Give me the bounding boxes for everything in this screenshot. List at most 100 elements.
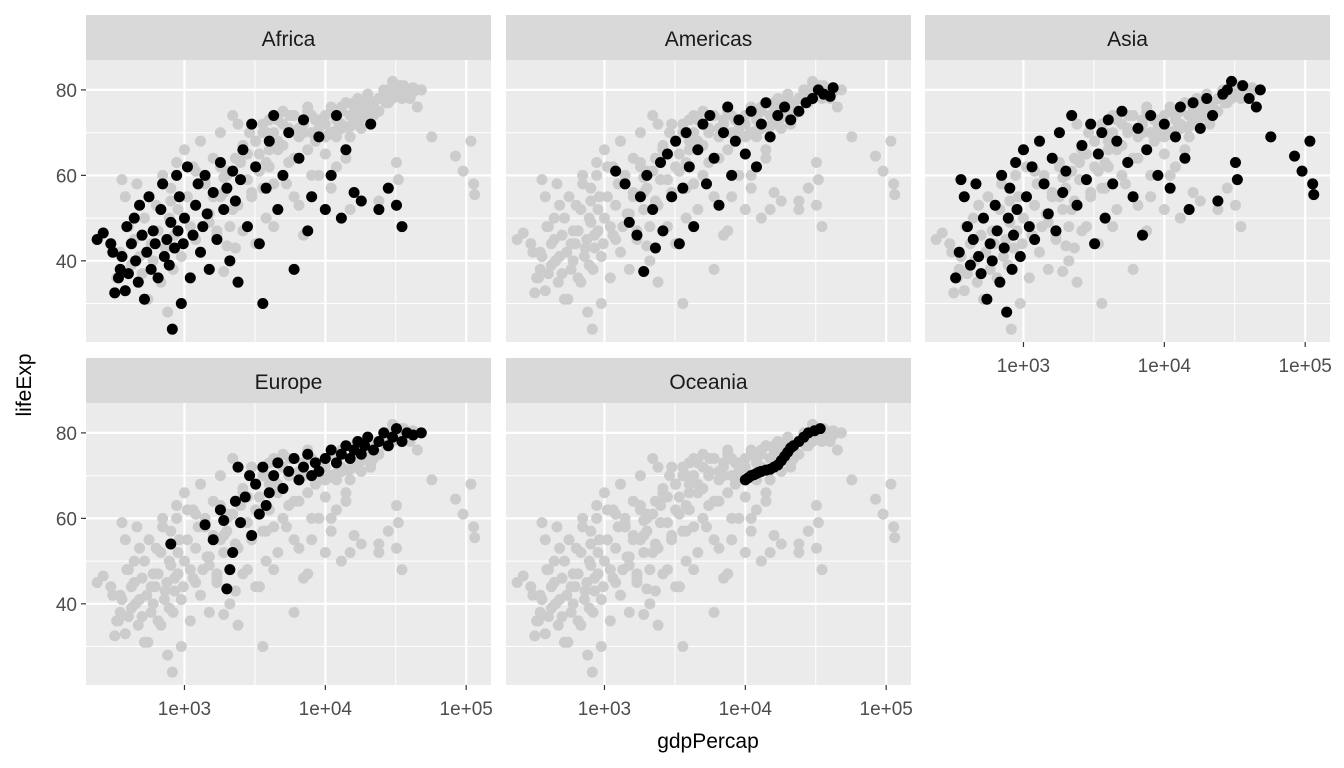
data-point-asia	[994, 276, 1006, 288]
background-point	[680, 500, 692, 512]
background-point	[272, 547, 284, 559]
background-point	[623, 559, 635, 571]
background-point	[1060, 240, 1072, 252]
background-point	[556, 611, 568, 623]
data-point-asia	[986, 255, 998, 267]
data-point-asia	[953, 246, 965, 258]
facet-africa: Africa 40 60 80	[56, 15, 491, 342]
strip-americas	[506, 15, 911, 60]
background-point	[344, 474, 356, 486]
background-point	[670, 478, 682, 490]
background-point	[302, 487, 314, 499]
data-point-africa	[97, 227, 109, 239]
data-point-africa	[163, 259, 175, 271]
background-point	[810, 199, 822, 211]
data-point-asia	[1085, 118, 1097, 130]
background-point	[344, 204, 356, 216]
background-point	[221, 240, 233, 252]
background-point	[1183, 131, 1195, 143]
data-point-europe	[330, 457, 342, 469]
data-point-europe	[257, 461, 269, 473]
data-point-africa	[165, 216, 177, 228]
data-point-asia	[1096, 127, 1108, 139]
data-point-africa	[130, 255, 142, 267]
background-point	[525, 581, 537, 593]
data-point-asia	[1089, 238, 1101, 250]
background-point	[218, 529, 230, 541]
background-point	[390, 157, 402, 169]
background-point	[529, 630, 541, 642]
background-point	[578, 594, 590, 606]
background-point	[589, 585, 601, 597]
background-point	[1071, 118, 1083, 130]
background-point	[554, 199, 566, 211]
background-point	[1221, 97, 1233, 109]
background-point	[1099, 157, 1111, 169]
background-point	[157, 169, 169, 181]
background-point	[1212, 204, 1224, 216]
background-point	[1014, 298, 1026, 310]
background-point	[729, 478, 741, 490]
data-point-europe	[382, 440, 394, 452]
background-point	[214, 470, 226, 482]
background-point	[718, 118, 730, 130]
data-point-asia	[1231, 174, 1243, 186]
background-point	[138, 555, 150, 567]
background-point	[172, 204, 184, 216]
data-point-americas	[722, 101, 734, 113]
background-point	[1029, 199, 1041, 211]
background-point	[155, 619, 167, 631]
background-point	[591, 512, 603, 524]
background-point	[163, 555, 175, 567]
data-point-africa	[157, 178, 169, 190]
background-point	[1169, 114, 1181, 126]
background-point	[591, 169, 603, 181]
background-point	[280, 178, 292, 190]
background-point	[657, 482, 669, 494]
background-point	[268, 521, 280, 533]
background-point	[162, 649, 174, 661]
data-point-americas	[692, 144, 704, 156]
data-point-africa	[114, 263, 126, 275]
background-point	[468, 178, 480, 190]
data-point-asia	[1183, 204, 1195, 216]
data-point-africa	[302, 225, 314, 237]
background-point	[411, 101, 423, 113]
strip-label-oceania: Oceania	[669, 371, 748, 394]
data-point-asia	[1132, 122, 1144, 134]
background-point	[683, 144, 695, 156]
background-point	[591, 500, 603, 512]
background-point	[641, 240, 653, 252]
background-point	[567, 255, 579, 267]
background-point	[277, 139, 289, 151]
data-point-asia	[958, 191, 970, 203]
background-point	[591, 157, 603, 169]
background-point	[683, 135, 695, 147]
background-point	[390, 542, 402, 554]
data-point-africa	[187, 229, 199, 241]
background-point	[570, 199, 582, 211]
data-point-africa	[134, 199, 146, 211]
background-point	[517, 570, 529, 582]
strip-oceania	[506, 358, 911, 403]
background-point	[162, 306, 174, 318]
data-point-asia	[967, 233, 979, 245]
data-point-africa	[119, 285, 131, 297]
data-point-asia	[1194, 122, 1206, 134]
data-point-americas	[641, 169, 653, 181]
background-point	[116, 174, 128, 186]
background-point	[793, 547, 805, 559]
data-point-americas	[793, 105, 805, 117]
background-point	[810, 542, 822, 554]
background-point	[739, 204, 751, 216]
data-point-asia	[996, 169, 1008, 181]
data-point-asia	[1066, 110, 1078, 122]
strip-label-africa: Africa	[262, 28, 316, 51]
data-point-europe	[214, 504, 226, 516]
background-point	[984, 263, 996, 275]
background-point	[708, 534, 720, 546]
background-point	[615, 589, 627, 601]
background-point	[288, 534, 300, 546]
data-point-asia	[1060, 165, 1072, 177]
